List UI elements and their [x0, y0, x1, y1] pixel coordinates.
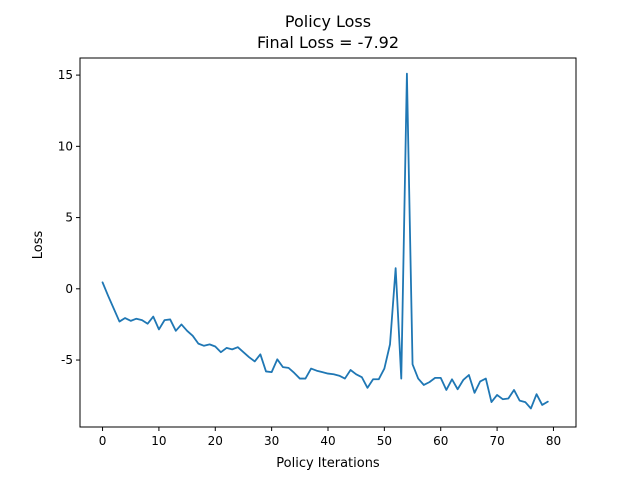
chart-title: Policy Loss [285, 12, 371, 31]
x-tick-label: 10 [151, 434, 166, 448]
plot-area: 0 10 20 30 40 50 60 70 80 -5 0 5 10 15 [58, 57, 577, 448]
y-tick-label: 15 [58, 68, 73, 82]
x-tick-label: 0 [99, 434, 107, 448]
x-tick-label: 40 [320, 434, 335, 448]
series-line-0 [101, 72, 549, 410]
y-tick-label: 5 [65, 211, 73, 225]
x-tick-label: 60 [433, 434, 448, 448]
x-tick-label: 30 [264, 434, 279, 448]
x-tick-label: 20 [208, 434, 223, 448]
y-tick-label: 10 [58, 139, 73, 153]
x-tick-label: 80 [546, 434, 561, 448]
x-tick-label: 70 [489, 434, 504, 448]
chart-subtitle: Final Loss = -7.92 [257, 33, 399, 52]
x-tick-label: 50 [377, 434, 392, 448]
y-axis-label: Loss [31, 231, 46, 260]
y-tick-label: 0 [65, 282, 73, 296]
y-tick-label: -5 [61, 353, 73, 367]
x-axis-label: Policy Iterations [276, 456, 380, 471]
